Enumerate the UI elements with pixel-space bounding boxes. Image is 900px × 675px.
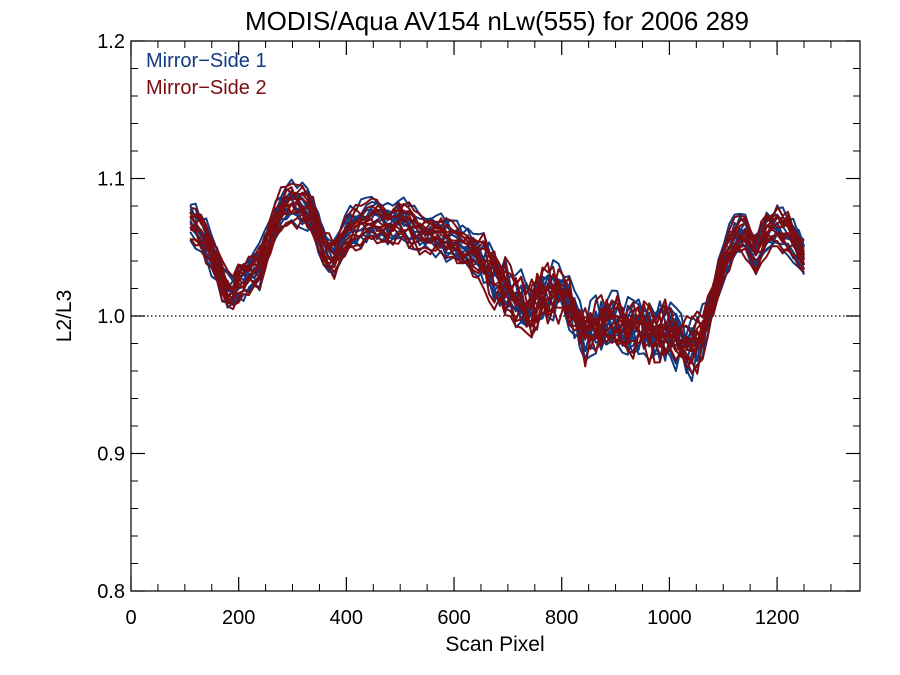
x-axis-ticks: 0 200 400 600 800 1000 1200: [125, 41, 832, 629]
mirror-side-2-line: [190, 213, 805, 375]
y-axis-ticks: 0.8 0.9 1.0 1.1 1.2: [97, 31, 860, 603]
x-tick-label: 1000: [647, 607, 692, 629]
mirror-side-1-line: [189, 206, 805, 363]
x-axis-label: Scan Pixel: [445, 633, 544, 656]
legend-mirror-side-2: Mirror−Side 2: [146, 77, 267, 99]
mirror-side-2-line: [189, 186, 805, 345]
y-tick-label: 0.9: [97, 444, 125, 466]
series-lines: [189, 178, 805, 383]
mirror-side-2-line: [189, 201, 805, 358]
x-tick-label: 0: [125, 607, 136, 629]
x-tick-label: 1200: [755, 607, 800, 629]
x-tick-label: 200: [222, 607, 255, 629]
x-tick-label: 800: [545, 607, 578, 629]
y-axis-label: L2/L3: [53, 290, 76, 343]
legend-mirror-side-1: Mirror−Side 1: [146, 50, 267, 72]
y-tick-label: 1.0: [97, 306, 125, 328]
x-tick-label: 400: [330, 607, 363, 629]
chart-title: MODIS/Aqua AV154 nLw(555) for 2006 289: [245, 6, 749, 36]
mirror-side-2-line: [189, 190, 805, 349]
x-tick-label: 600: [437, 607, 470, 629]
y-tick-label: 1.2: [97, 31, 125, 53]
mirror-side-2-line: [189, 192, 805, 350]
y-tick-label: 1.1: [97, 169, 125, 191]
y-tick-label: 0.8: [97, 581, 125, 603]
